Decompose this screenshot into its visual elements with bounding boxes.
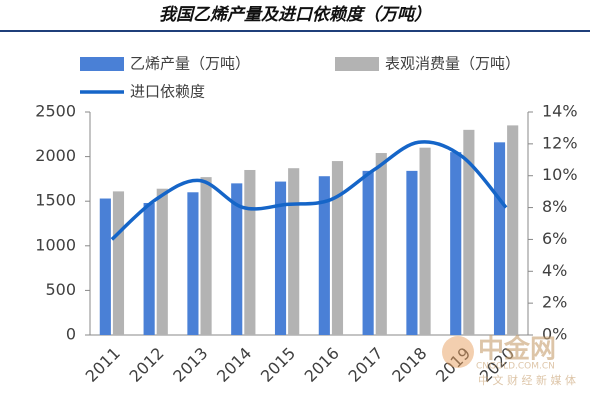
- bar: [318, 176, 330, 335]
- watermark-logo: [442, 336, 474, 368]
- x-tick-label: 2013: [169, 344, 211, 386]
- y-tick-label: 1000: [35, 235, 76, 254]
- x-tick-label: 2015: [257, 344, 299, 386]
- x-tick-label: 2012: [125, 344, 167, 386]
- bar: [450, 152, 462, 335]
- y2-tick-label: 6%: [542, 229, 567, 248]
- x-tick-label: 2014: [213, 344, 255, 386]
- x-tick-label: 2016: [301, 344, 343, 386]
- legend-swatch: [335, 57, 379, 71]
- y-tick-label: 2500: [35, 102, 76, 121]
- bar: [156, 188, 168, 335]
- y2-tick-label: 2%: [542, 293, 567, 312]
- y-tick-label: 2000: [35, 146, 76, 165]
- y2-tick-label: 0%: [542, 325, 567, 344]
- y2-tick-label: 14%: [542, 102, 578, 121]
- bar: [200, 177, 212, 335]
- bar: [419, 147, 431, 335]
- bar: [406, 170, 418, 335]
- bar: [331, 161, 344, 335]
- bar: [143, 202, 155, 335]
- bar: [507, 125, 519, 335]
- y-tick-label: 1500: [35, 191, 76, 210]
- x-tick-label: 2017: [344, 344, 386, 386]
- y2-tick-label: 8%: [542, 197, 567, 216]
- y-tick-label: 500: [45, 280, 76, 299]
- legend-label: 进口依赖度: [130, 83, 205, 101]
- bar: [274, 181, 287, 335]
- y2-tick-label: 12%: [542, 133, 578, 152]
- legend-swatch: [80, 57, 124, 71]
- bar: [112, 191, 125, 335]
- bar: [231, 183, 243, 335]
- chart-title: 我国乙烯产量及进口依赖度（万吨）: [159, 5, 431, 25]
- bar: [375, 153, 387, 335]
- watermark: CNGOLD.COM.CN: [476, 362, 555, 372]
- bar: [463, 129, 475, 335]
- y-tick-label: 0: [66, 325, 76, 344]
- legend-label: 表观消费量（万吨）: [385, 55, 520, 73]
- x-tick-label: 2018: [388, 344, 430, 386]
- bar: [493, 142, 506, 335]
- x-tick-label: 2011: [82, 344, 124, 386]
- watermark: 中金网: [478, 334, 556, 365]
- legend-label: 乙烯产量（万吨）: [130, 55, 250, 73]
- y2-tick-label: 10%: [542, 165, 578, 184]
- line: [110, 140, 508, 241]
- bar: [187, 192, 199, 335]
- bar: [244, 169, 256, 335]
- y2-tick-label: 4%: [542, 261, 567, 280]
- watermark: 中 文 财 经 新 媒 体: [478, 373, 576, 387]
- bar: [288, 168, 300, 335]
- bar: [362, 170, 374, 335]
- bar: [99, 198, 111, 335]
